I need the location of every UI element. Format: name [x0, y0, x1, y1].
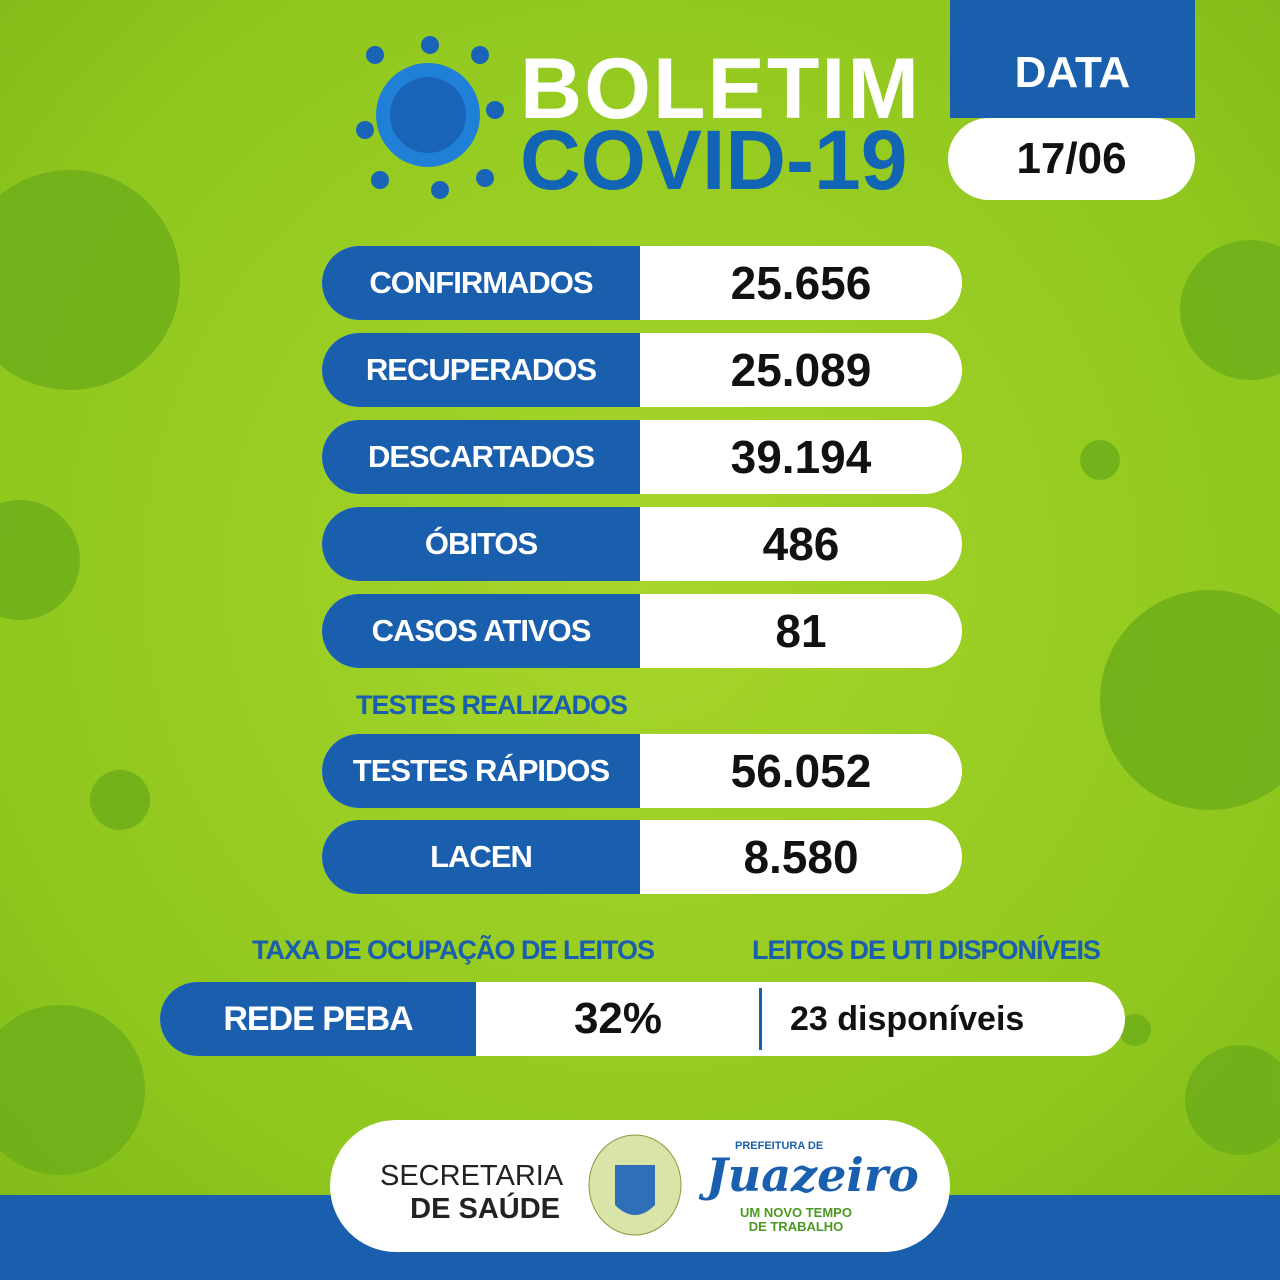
- virus-decor: [0, 170, 1280, 1175]
- brand: Juazeiro: [706, 1148, 919, 1202]
- stat-label: CASOS ATIVOS: [322, 594, 640, 668]
- stat-label: LACEN: [322, 820, 640, 894]
- beds-row: REDE PEBA 32% 23 disponíveis: [160, 982, 1125, 1056]
- stat-value: 486: [762, 518, 840, 570]
- dept-line: SECRETARIA: [380, 1160, 564, 1192]
- logo-virus: [356, 36, 504, 199]
- stat-row: CONFIRMADOS 25.656: [322, 246, 962, 320]
- slogan-line: DE TRABALHO: [748, 1219, 844, 1234]
- stat-value: 8.580: [743, 831, 859, 883]
- stat-label: CONFIRMADOS: [322, 246, 640, 320]
- title: COVID-19: [520, 113, 908, 207]
- stat-value: 56.052: [730, 745, 872, 797]
- date: 17/06: [948, 118, 1195, 200]
- stat-label: DESCARTADOS: [322, 420, 640, 494]
- stat-row: LACEN 8.580: [322, 820, 962, 894]
- occupancy: 32%: [573, 994, 663, 1043]
- section-heading: LEITOS DE UTI DISPONÍVEIS: [752, 935, 1101, 965]
- stat-label: TESTES RÁPIDOS: [322, 734, 640, 808]
- stat-label: ÓBITOS: [322, 507, 640, 581]
- stat-row: CASOS ATIVOS 81: [322, 594, 962, 668]
- section-heading: TAXA DE OCUPAÇÃO DE LEITOS: [252, 935, 655, 965]
- stat-row: DESCARTADOS 39.194: [322, 420, 962, 494]
- stat-value: 39.194: [730, 431, 872, 483]
- stat-row: TESTES RÁPIDOS 56.052: [322, 734, 962, 808]
- date-box: [950, 0, 1195, 118]
- stat-row: ÓBITOS 486: [322, 507, 962, 581]
- divider: [759, 988, 762, 1050]
- brand-top: PREFEITURA DE: [735, 1140, 824, 1152]
- network: REDE PEBA: [160, 982, 476, 1056]
- seal: [588, 1134, 682, 1236]
- slogan: UM NOVO TEMPO DE TRABALHO: [706, 1206, 886, 1234]
- title: BOLETIM: [520, 41, 921, 137]
- section-heading: TESTES REALIZADOS: [356, 690, 628, 720]
- date-label: DATA: [1014, 48, 1131, 97]
- icu: 23 disponíveis: [790, 999, 1025, 1038]
- stat-value: 25.089: [730, 344, 872, 396]
- dept: SECRETARIA DE SAÚDE: [380, 1160, 564, 1226]
- stat-label: RECUPERADOS: [322, 333, 640, 407]
- stat-value: 25.656: [730, 257, 872, 309]
- stat-row: RECUPERADOS 25.089: [322, 333, 962, 407]
- stat-value: 81: [775, 605, 827, 657]
- dept-line: DE SAÚDE: [410, 1193, 560, 1225]
- slogan-line: UM NOVO TEMPO: [740, 1205, 852, 1220]
